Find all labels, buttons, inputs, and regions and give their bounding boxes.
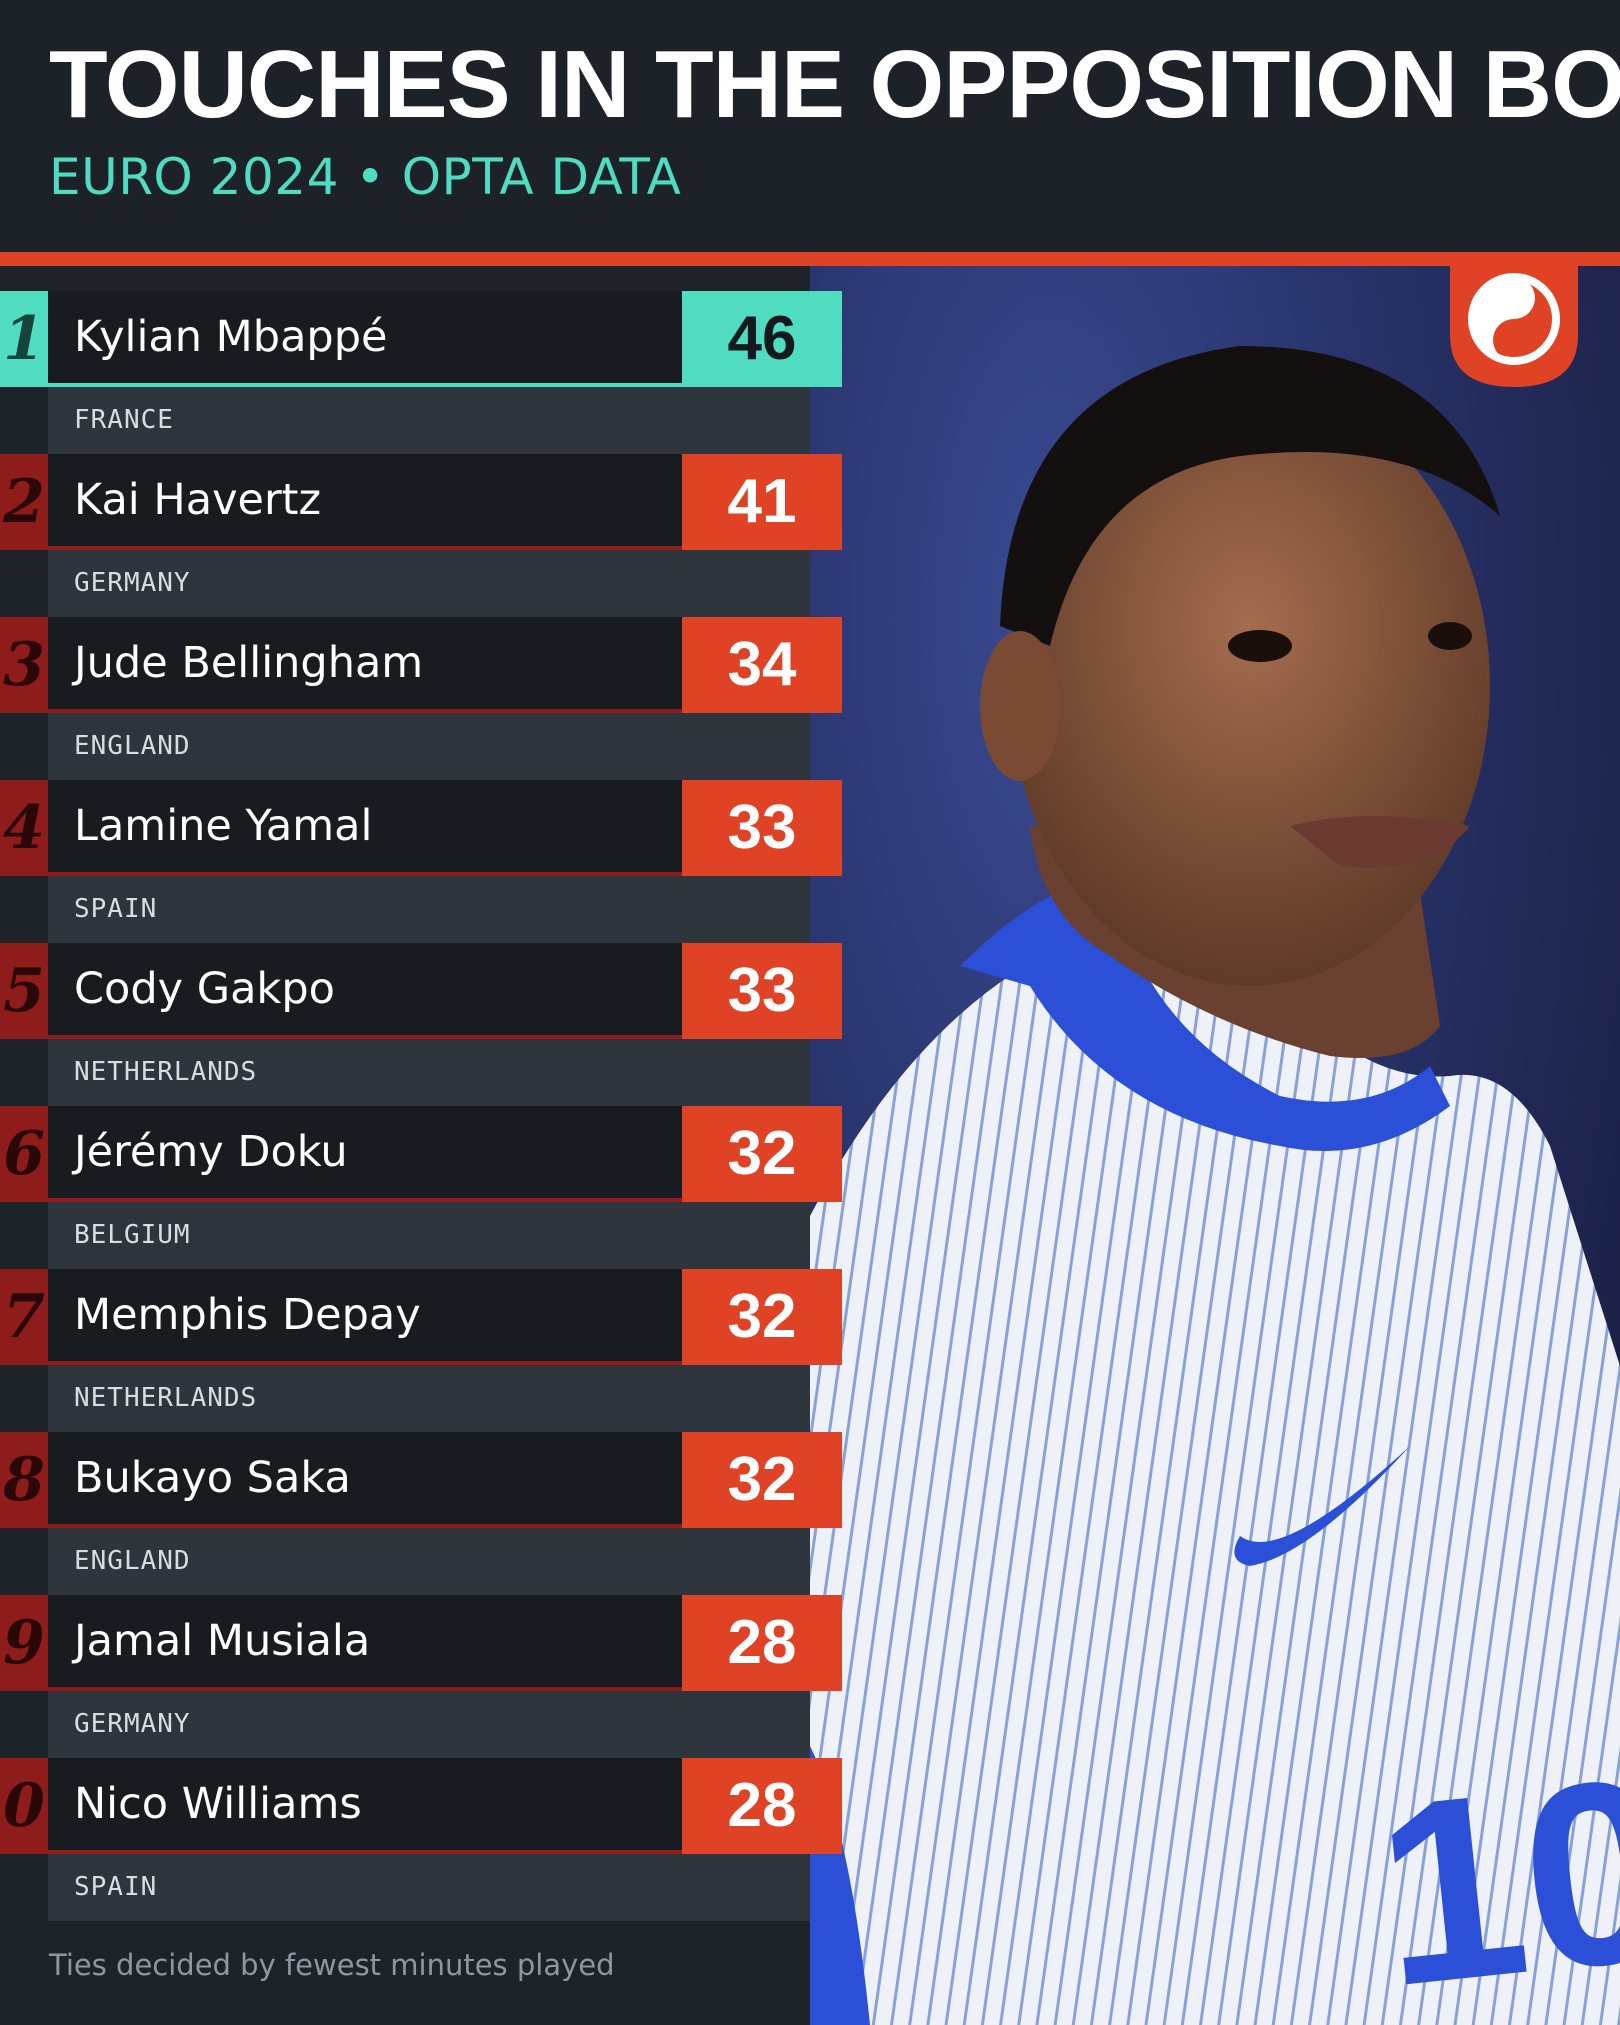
rank-number: 1 — [0, 291, 48, 387]
country-bar: NETHERLANDS — [48, 1039, 810, 1106]
ranking-row: 7 Memphis Depay 32 NETHERLANDS — [0, 1269, 842, 1432]
country-bar: SPAIN — [48, 876, 810, 943]
player-name-bar: Bukayo Saka — [48, 1432, 682, 1528]
player-name: Kai Havertz — [74, 475, 322, 525]
touches-value: 46 — [682, 291, 842, 387]
player-name-bar: Jude Bellingham — [48, 617, 682, 713]
country-label: BELGIUM — [74, 1220, 191, 1250]
country-label: FRANCE — [74, 405, 174, 435]
touches-value: 32 — [682, 1269, 842, 1365]
country-bar: NETHERLANDS — [48, 1365, 810, 1432]
country-bar: GERMANY — [48, 1691, 810, 1758]
player-name-bar: Kylian Mbappé — [48, 291, 682, 387]
player-name: Kylian Mbappé — [74, 312, 388, 362]
rank-number: 5 — [0, 943, 48, 1039]
player-name-bar: Lamine Yamal — [48, 780, 682, 876]
rank-number: 0 — [0, 1758, 48, 1854]
country-label: ENGLAND — [74, 1546, 191, 1576]
ranking-row: 6 Jérémy Doku 32 BELGIUM — [0, 1106, 842, 1269]
player-name-bar: Jamal Musiala — [48, 1595, 682, 1691]
rank-number: 2 — [0, 454, 48, 550]
touches-value: 33 — [682, 780, 842, 876]
page-subtitle: EURO 2024 • OPTA DATA — [49, 148, 682, 206]
touches-value: 41 — [682, 454, 842, 550]
player-name: Jérémy Doku — [74, 1127, 348, 1177]
country-bar: ENGLAND — [48, 1528, 810, 1595]
country-bar: SPAIN — [48, 1854, 810, 1921]
touches-value: 32 — [682, 1432, 842, 1528]
player-name: Jude Bellingham — [74, 638, 424, 688]
accent-divider — [0, 252, 1620, 266]
ranking-row: 1 Kylian Mbappé 46 FRANCE — [0, 291, 842, 454]
rank-number: 9 — [0, 1595, 48, 1691]
country-label: GERMANY — [74, 568, 191, 598]
publisher-logo — [1450, 255, 1578, 387]
country-label: SPAIN — [74, 894, 158, 924]
country-label: SPAIN — [74, 1872, 158, 1902]
rank-number: 6 — [0, 1106, 48, 1202]
country-label: GERMANY — [74, 1709, 191, 1739]
ranking-row: 5 Cody Gakpo 33 NETHERLANDS — [0, 943, 842, 1106]
ranking-row: 3 Jude Bellingham 34 ENGLAND — [0, 617, 842, 780]
player-name-bar: Cody Gakpo — [48, 943, 682, 1039]
player-name: Lamine Yamal — [74, 801, 373, 851]
page-title: TOUCHES IN THE OPPOSITION BOX — [49, 31, 1620, 138]
country-label: NETHERLANDS — [74, 1383, 258, 1413]
player-name-bar: Memphis Depay — [48, 1269, 682, 1365]
rank-number: 3 — [0, 617, 48, 713]
player-name: Memphis Depay — [74, 1290, 421, 1340]
country-bar: FRANCE — [48, 387, 810, 454]
swirl-badge-icon — [1450, 255, 1578, 387]
player-name-bar: Nico Williams — [48, 1758, 682, 1854]
ranking-row: 0 Nico Williams 28 SPAIN — [0, 1758, 842, 1921]
country-label: NETHERLANDS — [74, 1057, 258, 1087]
player-name: Nico Williams — [74, 1779, 362, 1829]
country-bar: BELGIUM — [48, 1202, 810, 1269]
ranking-row: 8 Bukayo Saka 32 ENGLAND — [0, 1432, 842, 1595]
touches-value: 34 — [682, 617, 842, 713]
rank-number: 4 — [0, 780, 48, 876]
ranking-row: 4 Lamine Yamal 33 SPAIN — [0, 780, 842, 943]
player-name: Cody Gakpo — [74, 964, 335, 1014]
touches-value: 32 — [682, 1106, 842, 1202]
player-illustration: 10 — [810, 346, 1620, 2025]
player-name-bar: Jérémy Doku — [48, 1106, 682, 1202]
touches-value: 28 — [682, 1595, 842, 1691]
touches-value: 33 — [682, 943, 842, 1039]
player-name-bar: Kai Havertz — [48, 454, 682, 550]
ranking-row: 2 Kai Havertz 41 GERMANY — [0, 454, 842, 617]
footnote: Ties decided by fewest minutes played — [49, 1948, 615, 1982]
country-label: ENGLAND — [74, 731, 191, 761]
player-photo: 10 — [810, 266, 1620, 2025]
svg-text:10: 10 — [1366, 1723, 1620, 2025]
rank-number: 8 — [0, 1432, 48, 1528]
rank-number: 7 — [0, 1269, 48, 1365]
player-name: Jamal Musiala — [74, 1616, 371, 1666]
ranking-row: 9 Jamal Musiala 28 GERMANY — [0, 1595, 842, 1758]
country-bar: GERMANY — [48, 550, 810, 617]
player-name: Bukayo Saka — [74, 1453, 351, 1503]
touches-value: 28 — [682, 1758, 842, 1854]
country-bar: ENGLAND — [48, 713, 810, 780]
header: TOUCHES IN THE OPPOSITION BOX EURO 2024 … — [0, 0, 1620, 250]
